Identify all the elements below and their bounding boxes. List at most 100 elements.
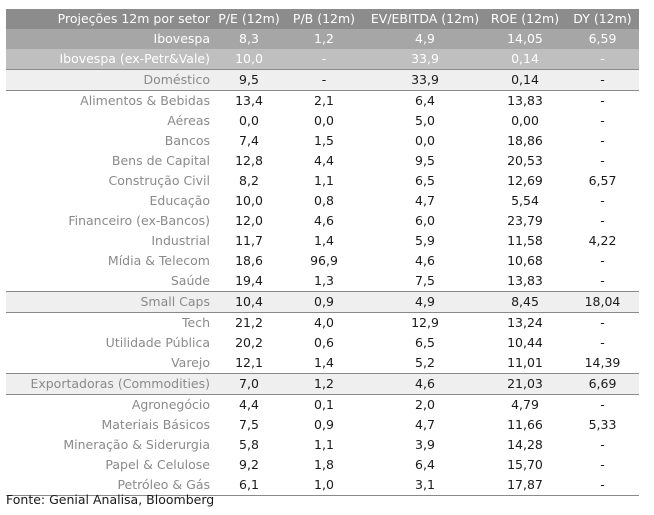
ev-ebitda-value: 5,0 xyxy=(415,113,435,128)
sector-name: Construção Civil xyxy=(108,173,210,188)
pe-value: 9,5 xyxy=(216,69,282,91)
roe-value: 21,03 xyxy=(484,373,566,395)
pe-value: 4,4 xyxy=(239,397,259,412)
sector-name: Tech xyxy=(182,315,210,330)
sector-projections-table: Projeções 12m por setor P/E (12m) P/B (1… xyxy=(6,9,639,496)
sector-name: Utilidade Pública xyxy=(105,335,210,350)
sector-name: Alimentos & Bebidas xyxy=(80,93,210,108)
dy-value: - xyxy=(600,457,605,472)
roe-value: 18,86 xyxy=(507,133,543,148)
table-row: Saúde 19,4 1,3 7,5 13,83- xyxy=(6,271,639,292)
table-row: Aéreas 0,0 0,0 5,0 0,00 - xyxy=(6,111,639,131)
dy-value: 18,04 xyxy=(566,291,639,313)
ev-ebitda-value: 5,9 xyxy=(415,233,435,248)
dy-value: - xyxy=(600,253,605,268)
dy-value: 4,22 xyxy=(588,233,617,248)
pe-value: 18,6 xyxy=(235,253,263,268)
sector-name: Ibovespa (ex-Petr&Vale) xyxy=(6,49,216,70)
pb-value: - xyxy=(282,49,366,70)
pe-value: 8,2 xyxy=(239,173,259,188)
sector-name: Mídia & Telecom xyxy=(107,253,210,268)
table-header-row: Projeções 12m por setor P/E (12m) P/B (1… xyxy=(6,9,639,29)
table-row: Ibovespa (ex-Petr&Vale) 10,0-33,9 0,14- xyxy=(6,49,639,70)
roe-value: 14,05 xyxy=(484,29,566,49)
table-row: Financeiro (ex-Bancos) 12,0 4,6 6,0 23,79 - xyxy=(6,211,639,231)
roe-value: 10,68 xyxy=(507,253,543,268)
roe-value: 20,53 xyxy=(507,153,543,168)
ev-ebitda-value: 2,0 xyxy=(415,397,435,412)
pb-value: 1,0 xyxy=(282,475,366,496)
sector-name: Educação xyxy=(149,193,210,208)
pe-value: 13,4 xyxy=(235,93,263,108)
dy-value: - xyxy=(600,133,605,148)
table-row: Alimentos & Bebidas 13,4 2,1 6,4 13,83 - xyxy=(6,91,639,112)
pb-value: 96,9 xyxy=(310,253,338,268)
pe-value: 0,0 xyxy=(239,113,259,128)
pe-value: 7,5 xyxy=(239,417,259,432)
pe-value: 21,2 xyxy=(235,315,263,330)
dy-value: 6,57 xyxy=(588,173,617,188)
ev-ebitda-value: 6,5 xyxy=(415,335,435,350)
sector-name: Petróleo & Gás xyxy=(6,475,216,496)
table-row: Mineração & Siderurgia 5,8 1,1 3,9 14,28 - xyxy=(6,435,639,455)
ev-ebitda-value: 4,9 xyxy=(366,291,484,313)
dy-value: - xyxy=(600,153,605,168)
pe-value: 5,8 xyxy=(239,437,259,452)
roe-value: 4,79 xyxy=(511,397,539,412)
pe-value: 8,3 xyxy=(216,29,282,49)
dy-value: 14,39 xyxy=(566,353,639,374)
roe-value: 12,69 xyxy=(507,173,543,188)
header-pb: P/B (12m) xyxy=(282,9,366,29)
pb-value: 1,8 xyxy=(314,457,334,472)
dy-value: - xyxy=(600,315,605,330)
dy-value: - xyxy=(600,437,605,452)
sector-name: Bens de Capital xyxy=(111,153,210,168)
source-note: Fonte: Genial Analisa, Bloomberg xyxy=(6,492,215,507)
pe-value: 7,4 xyxy=(239,133,259,148)
pe-value: 7,0 xyxy=(216,373,282,395)
table-row: Small Caps 10,4 0,9 4,9 8,45 18,04 xyxy=(6,291,639,313)
pb-value: 1,3 xyxy=(282,271,366,292)
ev-ebitda-value: 4,9 xyxy=(366,29,484,49)
table-row: Petróleo & Gás 6,1 1,0 3,1 17,87- xyxy=(6,475,639,496)
header-ev-ebitda: EV/EBITDA (12m) xyxy=(366,9,484,29)
sector-name: Materiais Básicos xyxy=(101,417,210,432)
dy-value: 5,33 xyxy=(588,417,617,432)
sector-name: Exportadoras (Commodities) xyxy=(6,373,216,395)
dy-value: - xyxy=(566,69,639,91)
ev-ebitda-value: 6,4 xyxy=(415,457,435,472)
pb-value: 1,4 xyxy=(282,353,366,374)
table-row: Educação 10,0 0,8 4,7 5,54 - xyxy=(6,191,639,211)
pe-value: 20,2 xyxy=(235,335,263,350)
sector-name: Papel & Celulose xyxy=(105,457,210,472)
pe-value: 19,4 xyxy=(216,271,282,292)
table-row: Tech 21,2 4,0 12,9 13,24 - xyxy=(6,313,639,334)
table-body: Ibovespa 8,3 1,2 4,9 14,05 6,59 Ibovespa (ex-P… xyxy=(6,29,639,496)
ev-ebitda-value: 9,5 xyxy=(415,153,435,168)
ev-ebitda-value: 6,0 xyxy=(415,213,435,228)
pb-value: 4,4 xyxy=(314,153,334,168)
roe-value: 13,83 xyxy=(507,93,543,108)
roe-value: 17,87 xyxy=(484,475,566,496)
pe-value: 10,4 xyxy=(216,291,282,313)
header-sector: Projeções 12m por setor xyxy=(6,9,216,29)
roe-value: 11,66 xyxy=(507,417,543,432)
ev-ebitda-value: 4,7 xyxy=(415,193,435,208)
pb-value: 0,9 xyxy=(282,291,366,313)
pb-value: 1,2 xyxy=(282,373,366,395)
roe-value: 0,00 xyxy=(511,113,539,128)
pe-value: 9,2 xyxy=(239,457,259,472)
roe-value: 13,83 xyxy=(484,271,566,292)
dy-value: - xyxy=(600,397,605,412)
ev-ebitda-value: 0,0 xyxy=(415,133,435,148)
table-row: Bens de Capital 12,8 4,4 9,5 20,53 - xyxy=(6,151,639,171)
pe-value: 10,0 xyxy=(216,49,282,70)
pb-value: 1,1 xyxy=(314,173,334,188)
roe-value: 14,28 xyxy=(507,437,543,452)
ev-ebitda-value: 4,6 xyxy=(415,253,435,268)
roe-value: 23,79 xyxy=(507,213,543,228)
table-row: Materiais Básicos 7,5 0,9 4,7 11,66 5,33 xyxy=(6,415,639,435)
ev-ebitda-value: 7,5 xyxy=(366,271,484,292)
header-pe: P/E (12m) xyxy=(216,9,282,29)
ev-ebitda-value: 5,2 xyxy=(366,353,484,374)
